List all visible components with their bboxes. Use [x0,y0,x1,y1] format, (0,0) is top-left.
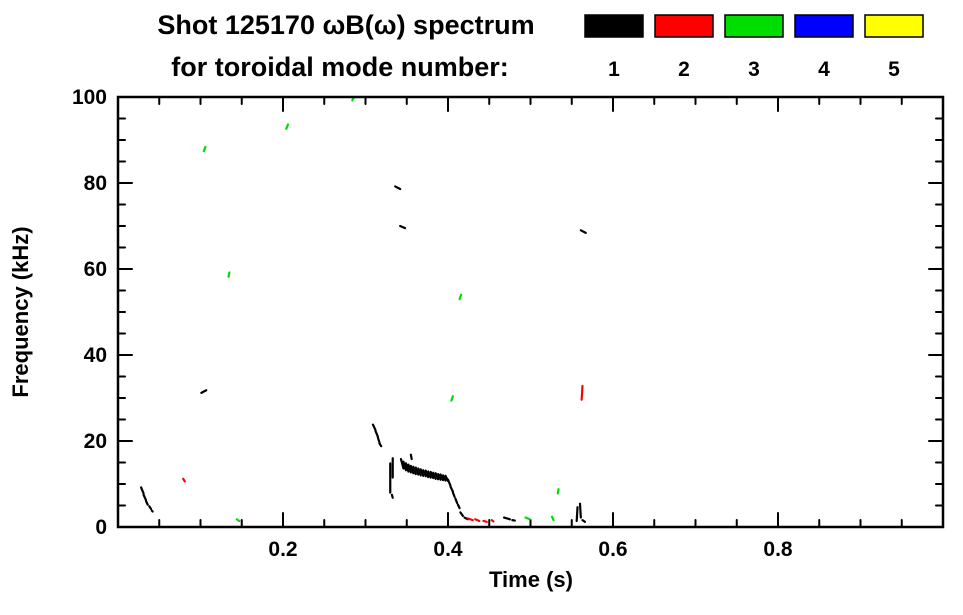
data-segment-mode-1 [422,469,427,478]
x-tick-label: 0.4 [433,538,463,561]
data-segment-mode-1 [148,505,153,511]
data-segment-mode-1 [404,462,410,473]
legend-label-mode-4: 4 [818,58,830,81]
data-segment-mode-1 [454,497,459,505]
data-segment-mode-1 [579,229,587,234]
data-segment-mode-1 [399,224,407,230]
data-segment-mode-1 [409,464,415,475]
data-segment-mode-2 [580,384,584,401]
data-segment-mode-2 [182,477,186,483]
x-tick-label: 0.8 [763,538,793,561]
x-tick-label: 0.2 [268,538,297,561]
data-segment-mode-1 [575,506,579,523]
data-segment-mode-3 [227,271,231,278]
data-segment-mode-1 [581,519,587,523]
data-segment-mode-2 [482,519,488,523]
legend-label-mode-3: 3 [748,58,760,81]
data-segment-mode-1 [409,453,413,461]
y-tick-label: 80 [84,172,107,195]
data-segment-mode-1 [503,516,511,521]
legend-swatch-mode-3 [724,14,784,38]
data-segment-mode-1 [439,473,445,482]
data-segment-mode-1 [374,429,379,438]
x-axis-label: Time (s) [489,567,573,592]
data-segment-mode-3 [285,123,290,130]
data-segment-mode-1 [437,473,442,481]
data-segment-mode-1 [429,470,435,480]
plot-frame [116,95,945,529]
data-segment-mode-2 [474,518,481,523]
data-segment-mode-1 [424,469,430,479]
y-tick-label: 40 [84,344,107,367]
data-segment-mode-1 [417,467,422,477]
y-tick-label: 100 [72,86,107,109]
data-segment-mode-3 [550,515,555,522]
axis-ticks: 0.2 0.4 0.6 0.8 0 20 40 60 80 100 [72,86,944,561]
x-tick-label: 0.6 [598,538,627,561]
data-segment-mode-1 [419,468,425,477]
legend: 1 2 3 4 5 [584,14,924,81]
data-segment-mode-3 [458,293,463,301]
data-segment-mode-1 [142,493,148,502]
legend-swatch-mode-5 [864,14,924,38]
legend-swatch-mode-1 [584,14,644,38]
data-segment-mode-1 [441,474,447,482]
y-tick-label: 60 [84,258,107,281]
data-segment-mode-1 [394,185,402,191]
data-segment-mode-1 [451,491,456,498]
y-tick-label: 0 [95,516,107,539]
data-segment-mode-1 [578,502,582,519]
data-segment-mode-1 [390,493,394,499]
data-segment-mode-3 [202,145,207,153]
data-segment-mode-1 [378,442,383,448]
data-segment-mode-1 [427,470,432,479]
data-points [140,95,587,523]
data-segment-mode-3 [524,516,531,521]
data-segment-mode-1 [399,457,405,470]
legend-label-mode-5: 5 [888,58,900,81]
legend-swatch-mode-2 [654,14,714,38]
data-segment-mode-1 [449,485,455,493]
data-segment-mode-1 [376,436,381,444]
data-segment-mode-1 [434,472,440,481]
data-segment-mode-3 [235,518,241,523]
data-segment-mode-1 [432,471,437,480]
data-segment-mode-1 [144,500,149,506]
legend-swatch-mode-4 [794,14,854,38]
data-segment-mode-2 [490,519,495,523]
data-segment-mode-1 [402,460,408,472]
data-segment-mode-3 [450,395,455,402]
data-segment-mode-1 [414,466,420,476]
data-segment-mode-3 [556,488,560,495]
data-segment-mode-1 [140,486,145,495]
data-segment-mode-1 [371,423,377,431]
data-segment-mode-1 [200,389,208,394]
legend-label-mode-2: 2 [678,58,690,81]
data-segment-mode-1 [150,509,154,513]
data-segment-mode-1 [407,463,412,474]
data-segment-mode-1 [456,503,461,510]
data-segment-mode-1 [412,465,417,476]
data-segment-mode-2 [466,517,474,522]
chart-title-line2: for toroidal mode number: [171,52,509,82]
y-axis-label: Frequency (kHz) [8,226,33,397]
legend-label-mode-1: 1 [608,58,620,81]
chart-title-line1: Shot 125170 ωB(ω) spectrum [157,10,534,40]
data-segment-mode-1 [446,478,452,487]
data-segment-mode-1 [459,511,464,517]
y-tick-label: 20 [84,430,107,453]
